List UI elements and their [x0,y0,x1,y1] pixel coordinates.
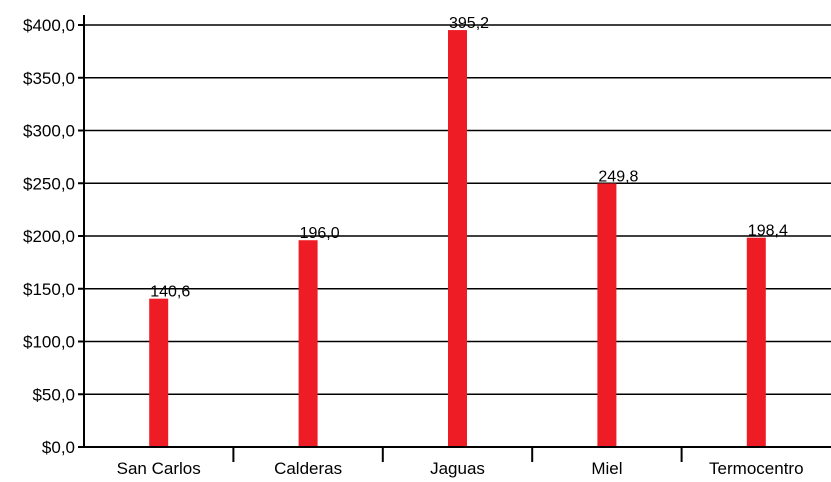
x-category-label: Termocentro [709,459,803,478]
data-labels: 140,6 196,0 395,2 249,8 198,4 [150,15,788,301]
bar [746,237,766,447]
data-label: 198,4 [748,223,788,240]
x-axis-category-labels: San Carlos Calderas Jaguas Miel Termocentro [117,459,804,478]
y-tick-label: $150,0 [23,280,75,299]
bar [597,183,617,447]
y-tick-label: $400,0 [23,16,75,35]
y-tick-label: $50,0 [32,385,75,404]
x-category-label: Miel [591,459,622,478]
data-label: 140,6 [150,284,190,301]
y-tick-label: $0,0 [42,438,75,457]
data-label: 196,0 [300,225,340,242]
x-category-label: Jaguas [430,459,485,478]
bar [448,30,467,448]
bar [149,298,169,447]
y-axis-tick-labels: $0,0 $50,0 $100,0 $150,0 $200,0 $250,0 $300,0 $… [23,16,75,457]
x-category-label: Calderas [274,459,342,478]
data-label: 249,8 [598,168,638,185]
y-tick-label: $300,0 [23,122,75,141]
y-tick-label: $200,0 [23,227,75,246]
y-tick-label: $250,0 [23,174,75,193]
bar [298,240,318,447]
y-tick-label: $100,0 [23,333,75,352]
y-tick-label: $350,0 [23,69,75,88]
data-label: 395,2 [449,15,489,32]
x-category-label: San Carlos [117,459,201,478]
axes [78,15,831,462]
bars [149,30,766,448]
